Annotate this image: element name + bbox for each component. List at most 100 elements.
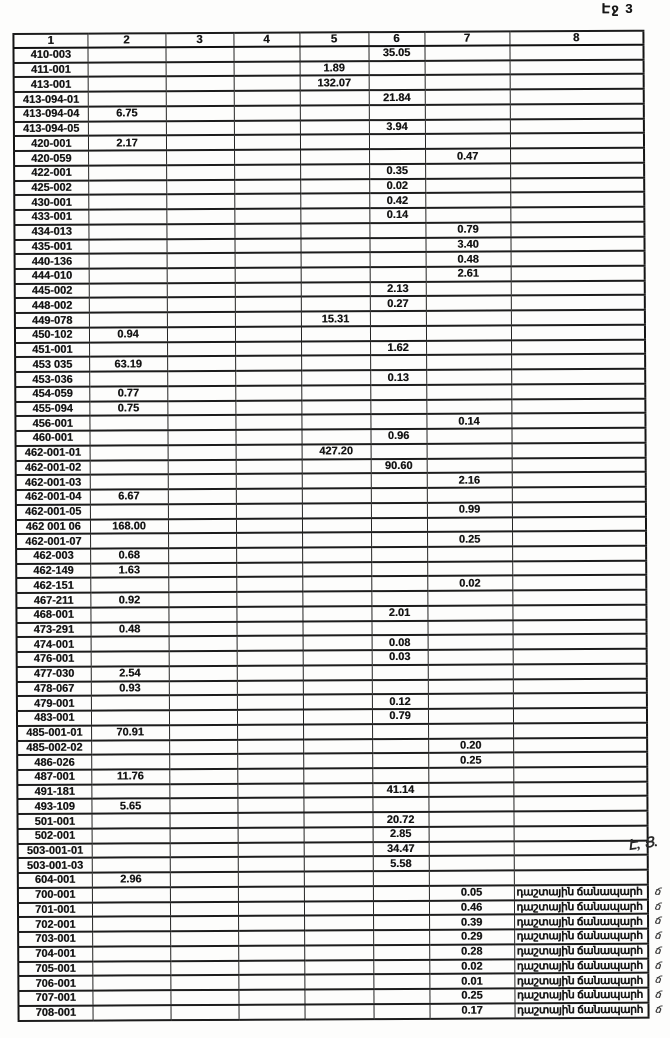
value-cell xyxy=(234,267,301,283)
handwritten-mark: ճ xyxy=(653,930,661,943)
value-cell: 0.02 xyxy=(369,178,426,194)
code-cell: 462-151 xyxy=(16,578,91,594)
value-cell xyxy=(370,355,427,371)
value-cell xyxy=(299,105,369,121)
value-cell xyxy=(237,901,305,917)
value-cell xyxy=(89,459,168,475)
value-cell xyxy=(428,767,514,783)
value-cell xyxy=(369,222,426,238)
value-cell xyxy=(425,178,511,194)
value-cell xyxy=(168,650,237,667)
value-cell: 5.65 xyxy=(91,798,170,814)
value-cell xyxy=(168,592,237,608)
value-cell xyxy=(238,974,305,990)
value-cell xyxy=(87,47,166,63)
value-cell xyxy=(428,870,514,886)
road-label: դաշտային ճանապարհ xyxy=(516,989,644,1002)
value-cell xyxy=(302,650,372,666)
description-cell xyxy=(509,88,644,105)
value-cell xyxy=(167,474,236,490)
value-cell xyxy=(169,857,238,873)
description-cell xyxy=(509,59,644,75)
code-cell: 451-001 xyxy=(15,342,90,358)
value-cell: 0.29 xyxy=(429,929,515,945)
value-cell xyxy=(371,576,428,592)
value-cell: 0.12 xyxy=(371,694,428,710)
value-cell xyxy=(168,606,237,622)
road-label: դաշտային ճանապարհ xyxy=(516,930,643,943)
value-cell xyxy=(368,134,426,150)
value-cell xyxy=(301,502,371,518)
value-cell: 2.54 xyxy=(90,666,169,682)
value-cell xyxy=(369,266,426,282)
value-cell xyxy=(167,371,236,387)
value-cell xyxy=(92,990,171,1006)
description-cell xyxy=(511,354,646,370)
value-cell xyxy=(424,89,510,105)
code-cell: 435-001 xyxy=(14,239,89,255)
code-cell: 462-149 xyxy=(16,563,91,579)
value-cell xyxy=(166,282,235,298)
value-cell xyxy=(233,61,300,77)
value-cell xyxy=(166,149,235,166)
value-cell xyxy=(167,400,236,416)
value-cell xyxy=(233,120,300,136)
description-cell xyxy=(510,309,645,326)
value-cell: 0.94 xyxy=(88,327,168,343)
value-cell xyxy=(234,223,301,239)
code-cell: 705-001 xyxy=(18,961,93,977)
value-cell xyxy=(167,429,236,446)
value-cell xyxy=(170,960,239,976)
value-cell xyxy=(88,194,167,210)
column-header-4: 4 xyxy=(233,32,300,47)
value-cell xyxy=(235,400,302,416)
value-cell xyxy=(373,915,430,931)
value-cell xyxy=(428,841,514,857)
value-cell xyxy=(424,74,510,91)
value-cell: 427.20 xyxy=(301,443,371,460)
value-cell xyxy=(234,179,301,195)
value-cell xyxy=(170,975,239,991)
value-cell xyxy=(426,428,512,444)
value-cell xyxy=(303,841,373,857)
value-cell xyxy=(425,163,511,179)
value-cell xyxy=(238,915,305,931)
description-cell xyxy=(511,501,646,517)
value-cell xyxy=(426,399,512,415)
value-cell xyxy=(370,517,428,533)
code-cell: 454-059 xyxy=(15,386,90,402)
value-cell xyxy=(369,325,427,341)
value-cell: 21.84 xyxy=(368,90,425,106)
value-cell xyxy=(169,724,238,740)
value-cell xyxy=(372,767,429,783)
value-cell: 0.48 xyxy=(90,621,169,637)
description-cell xyxy=(513,751,648,768)
code-cell: 485-002-02 xyxy=(17,740,92,756)
value-cell xyxy=(427,708,514,724)
value-cell xyxy=(169,783,238,799)
value-cell xyxy=(369,237,426,253)
value-cell: 2.61 xyxy=(425,266,511,282)
value-cell xyxy=(426,457,512,474)
description-cell xyxy=(512,693,647,709)
description-cell xyxy=(511,383,646,400)
value-cell xyxy=(88,312,167,328)
description-cell xyxy=(512,678,647,694)
value-cell xyxy=(237,753,304,769)
value-cell xyxy=(301,473,371,489)
value-cell xyxy=(167,415,236,431)
value-cell xyxy=(300,296,370,312)
value-cell xyxy=(235,370,302,386)
value-cell xyxy=(237,827,304,843)
value-cell xyxy=(235,444,302,460)
value-cell xyxy=(91,828,170,844)
value-cell xyxy=(237,797,304,814)
value-cell xyxy=(168,665,237,681)
description-cell xyxy=(513,766,648,783)
code-cell: 702-001 xyxy=(18,916,93,933)
value-cell xyxy=(299,119,369,135)
value-cell xyxy=(168,636,237,652)
value-cell: 1.89 xyxy=(299,60,369,76)
value-cell: 2.17 xyxy=(87,135,167,151)
value-cell: 3.40 xyxy=(425,236,511,253)
